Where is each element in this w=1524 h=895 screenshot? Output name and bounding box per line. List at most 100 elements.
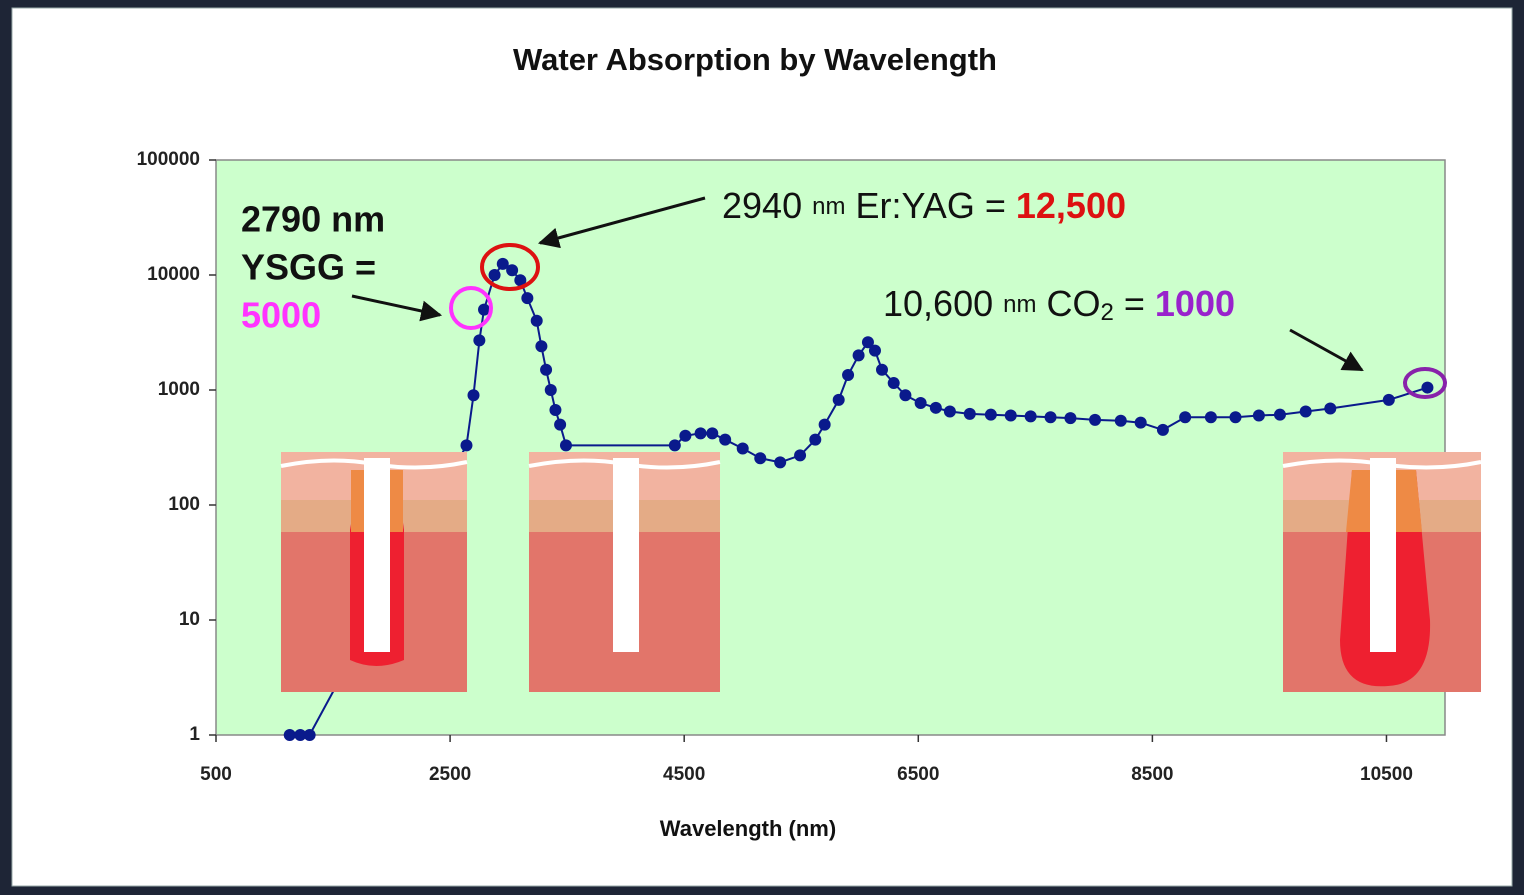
data-point xyxy=(1252,409,1265,422)
data-point xyxy=(899,389,912,402)
tissue-illustration xyxy=(1282,452,1482,692)
x-tick-label: 10500 xyxy=(1360,764,1413,785)
data-point xyxy=(1421,381,1434,394)
data-point xyxy=(478,303,491,316)
data-point xyxy=(861,336,874,349)
data-point xyxy=(794,449,807,462)
data-point xyxy=(929,401,942,414)
data-point xyxy=(754,452,767,465)
data-point xyxy=(668,439,681,452)
data-point xyxy=(1044,411,1057,424)
data-point xyxy=(914,397,927,410)
arrow xyxy=(537,196,706,249)
data-point xyxy=(514,274,527,287)
data-point xyxy=(496,257,509,270)
data-point xyxy=(876,363,889,376)
y-tick-label: 10 xyxy=(179,609,200,630)
annotation: YSGG = xyxy=(241,247,376,288)
highlight xyxy=(1403,367,1447,399)
data-point xyxy=(559,439,572,452)
axes: 1 10 100 1000 10000 100000 500 2500 4500 6500 8500… xyxy=(137,149,1413,785)
tissue-illustration xyxy=(280,452,468,692)
annotation-text: CO xyxy=(1046,283,1100,324)
data-point xyxy=(679,429,692,442)
highlight xyxy=(449,286,493,330)
highlight xyxy=(480,243,540,291)
y-tick-label: 1 xyxy=(189,724,200,745)
data-point xyxy=(852,349,865,362)
annotation-text: Er:YAG = xyxy=(855,185,1005,226)
data-point xyxy=(1229,411,1242,424)
data-point xyxy=(554,418,567,431)
annotation-text: 10,600 xyxy=(883,283,993,324)
data-point xyxy=(540,363,553,376)
annotation-value: 5000 xyxy=(241,295,321,336)
series xyxy=(283,257,1434,741)
data-point xyxy=(1324,402,1337,415)
y-tick-label: 100000 xyxy=(137,149,200,170)
data-point xyxy=(1024,410,1037,423)
annotation-text: 2940 xyxy=(722,185,802,226)
data-point xyxy=(460,439,473,452)
data-point xyxy=(544,384,557,396)
data-point xyxy=(1156,423,1169,436)
data-point xyxy=(706,427,719,440)
data-point xyxy=(473,334,486,347)
data-point xyxy=(1382,393,1395,406)
data-point xyxy=(694,427,707,440)
data-point xyxy=(530,314,543,327)
data-point xyxy=(521,292,534,305)
arrow xyxy=(351,294,443,322)
annotation: 10,600 nm CO2 = 1000 xyxy=(883,283,1235,327)
data-point xyxy=(774,456,787,469)
x-tick-label: 6500 xyxy=(897,764,939,785)
x-axis-label: Wavelength (nm) xyxy=(660,816,836,841)
annotation-value: 1000 xyxy=(1155,283,1235,324)
data-point xyxy=(963,407,976,420)
annotation-text: = xyxy=(1124,283,1145,324)
data-point xyxy=(488,269,501,281)
data-point xyxy=(1089,413,1102,426)
annotation-subscript: 2 xyxy=(1100,299,1113,326)
data-point xyxy=(818,418,831,431)
data-point xyxy=(1273,408,1286,421)
data-point xyxy=(1114,414,1127,427)
data-point xyxy=(294,729,307,741)
arrow xyxy=(1289,328,1364,372)
x-tick-label: 2500 xyxy=(429,764,471,785)
y-tick-label: 1000 xyxy=(158,379,200,400)
data-point xyxy=(832,393,845,406)
data-point xyxy=(467,389,480,402)
data-point xyxy=(1134,416,1147,429)
data-point xyxy=(1179,411,1192,424)
tissue-illustration xyxy=(528,452,721,692)
data-point xyxy=(535,340,548,353)
annotation-value: 12,500 xyxy=(1016,185,1126,226)
chart-title: Water Absorption by Wavelength xyxy=(513,42,997,77)
y-tick-label: 100 xyxy=(168,494,200,515)
data-point xyxy=(506,264,519,277)
data-point xyxy=(943,405,956,418)
data-point xyxy=(283,729,296,741)
data-point xyxy=(1204,411,1217,424)
data-point xyxy=(736,442,749,455)
annotation: 2940 nm Er:YAG = 12,500 xyxy=(722,185,1126,226)
data-point xyxy=(887,377,900,390)
annotation-unit: nm xyxy=(812,193,845,220)
x-tick-label: 8500 xyxy=(1131,764,1173,785)
data-point xyxy=(809,433,822,446)
x-tick-label: 500 xyxy=(200,764,232,785)
data-point xyxy=(719,433,732,446)
annotation: 2790 nm xyxy=(241,199,385,240)
data-point xyxy=(868,344,881,357)
annotation-unit: nm xyxy=(1003,291,1036,318)
data-point xyxy=(1004,409,1017,422)
y-tick-label: 10000 xyxy=(147,264,200,285)
data-point xyxy=(549,404,562,417)
data-point xyxy=(984,408,997,421)
data-point xyxy=(303,729,316,741)
x-tick-label: 4500 xyxy=(663,764,705,785)
data-point xyxy=(1064,412,1077,425)
data-point xyxy=(842,369,855,382)
